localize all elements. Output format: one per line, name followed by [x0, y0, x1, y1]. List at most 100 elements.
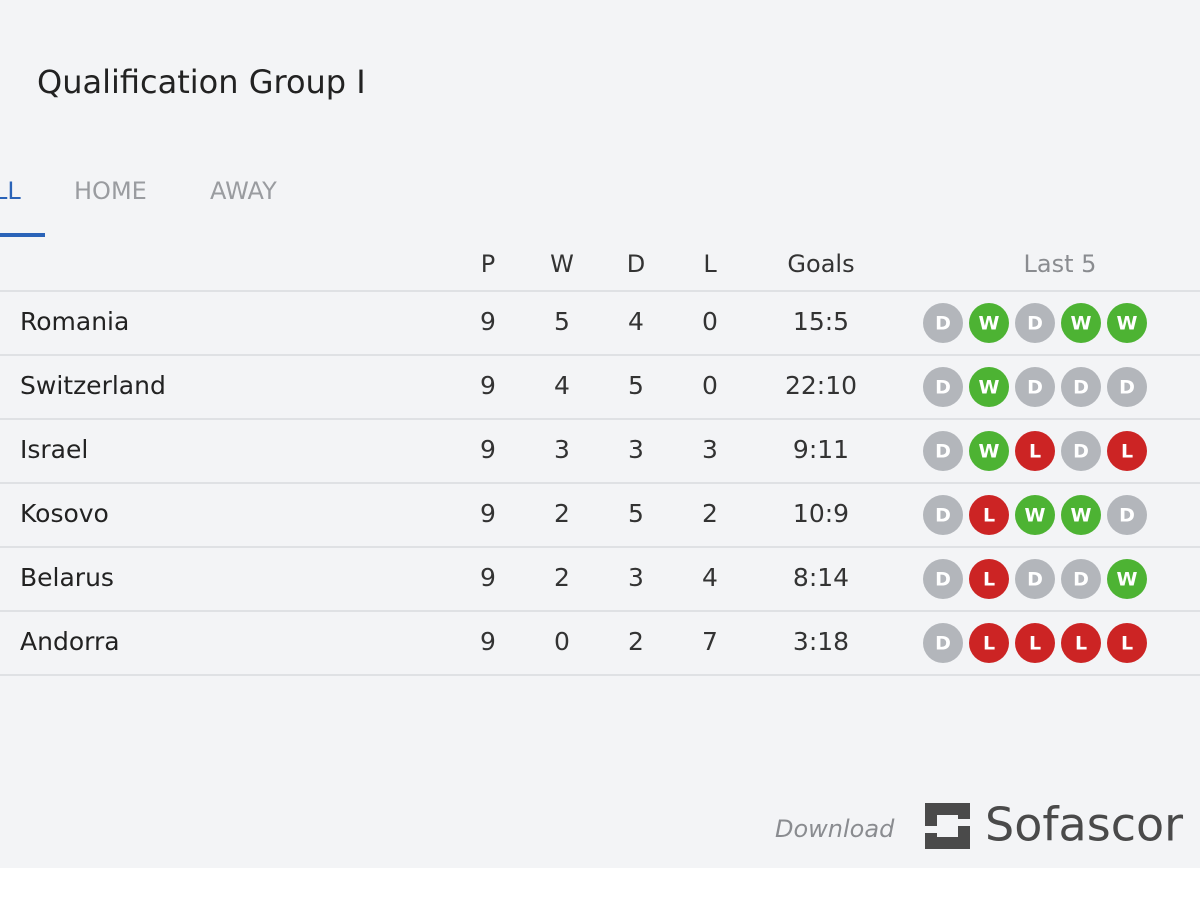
brand-logo[interactable]: Sofascor: [925, 798, 1183, 852]
form-badge: [923, 431, 963, 471]
form-letter: D: [1027, 569, 1043, 591]
form-badge: [1061, 367, 1101, 407]
stat-l: 0: [702, 371, 718, 400]
stat-p: 9: [480, 371, 496, 400]
form-letter: L: [1075, 633, 1087, 655]
form-letter: D: [1119, 505, 1135, 527]
stat-d: 3: [628, 435, 644, 464]
stat-d: 4: [628, 307, 644, 336]
form-letter: D: [935, 441, 951, 463]
stat-w: 2: [554, 499, 570, 528]
tab-away[interactable]: AWAY: [210, 177, 277, 205]
form-badge: [923, 559, 963, 599]
form-badge: [1061, 559, 1101, 599]
tab-indicator: [0, 233, 45, 237]
form-letter: W: [1071, 313, 1092, 335]
stat-goals: 3:18: [793, 627, 849, 656]
stat-w: 2: [554, 563, 570, 592]
form-badge: [923, 623, 963, 663]
form-badge: [969, 495, 1009, 535]
brand-name: Sofascor: [985, 798, 1183, 852]
form-letter: D: [1073, 377, 1089, 399]
form-letter: L: [1121, 633, 1133, 655]
stat-l: 3: [702, 435, 718, 464]
stat-p: 9: [480, 499, 496, 528]
stat-w: 0: [554, 627, 570, 656]
stat-goals: 9:11: [793, 435, 849, 464]
tab-home[interactable]: HOME: [74, 177, 147, 205]
form-badge: [1061, 431, 1101, 471]
form-badge: [1107, 367, 1147, 407]
form-letter: D: [935, 633, 951, 655]
stat-p: 9: [480, 307, 496, 336]
form-badge: [1107, 623, 1147, 663]
team-name: Switzerland: [20, 371, 166, 400]
form-letter: L: [983, 505, 995, 527]
form-letter: W: [979, 313, 1000, 335]
form-letter: W: [1071, 505, 1092, 527]
team-name: Israel: [20, 435, 88, 464]
panel: [0, 0, 1200, 868]
form-badge: [1015, 559, 1055, 599]
form-letter: W: [1025, 505, 1046, 527]
stat-w: 5: [554, 307, 570, 336]
form-letter: D: [935, 569, 951, 591]
title: Qualification Group I: [37, 63, 366, 101]
stat-w: 3: [554, 435, 570, 464]
column-header: W: [550, 250, 574, 278]
form-letter: L: [983, 633, 995, 655]
team-name: Belarus: [20, 563, 114, 592]
form-letter: D: [1073, 441, 1089, 463]
stat-goals: 8:14: [793, 563, 849, 592]
form-badge: [1015, 303, 1055, 343]
stat-l: 7: [702, 627, 718, 656]
form-letter: W: [979, 441, 1000, 463]
form-letter: L: [1029, 441, 1041, 463]
form-badge: [1015, 495, 1055, 535]
team-name: Romania: [20, 307, 129, 336]
form-badge: [969, 623, 1009, 663]
form-letter: W: [979, 377, 1000, 399]
stat-l: 2: [702, 499, 718, 528]
form-badge: [1015, 623, 1055, 663]
stat-goals: 15:5: [793, 307, 849, 336]
column-header: D: [627, 250, 645, 278]
column-header: P: [481, 250, 495, 278]
stat-p: 9: [480, 627, 496, 656]
form-badge: [1061, 495, 1101, 535]
form-badge: [923, 303, 963, 343]
form-badge: [969, 559, 1009, 599]
column-header: Goals: [787, 250, 854, 278]
form-letter: D: [935, 505, 951, 527]
column-header: L: [703, 250, 717, 278]
team-name: Andorra: [20, 627, 120, 656]
form-letter: L: [1121, 441, 1133, 463]
stat-p: 9: [480, 435, 496, 464]
form-letter: L: [1029, 633, 1041, 655]
column-header: Last 5: [1024, 250, 1097, 278]
form-badge: [1107, 303, 1147, 343]
team-name: Kosovo: [20, 499, 109, 528]
form-letter: L: [983, 569, 995, 591]
form-badge: [923, 495, 963, 535]
form-badge: [1015, 431, 1055, 471]
download-label[interactable]: Download: [775, 815, 895, 843]
stat-goals: 10:9: [793, 499, 849, 528]
stat-w: 4: [554, 371, 570, 400]
tab-all[interactable]: LL: [0, 177, 21, 205]
form-letter: D: [935, 377, 951, 399]
form-badge: [969, 367, 1009, 407]
stat-l: 4: [702, 563, 718, 592]
form-badge: [969, 431, 1009, 471]
stat-p: 9: [480, 563, 496, 592]
form-badge: [1061, 303, 1101, 343]
stat-d: 3: [628, 563, 644, 592]
form-letter: D: [935, 313, 951, 335]
stat-d: 5: [628, 371, 644, 400]
form-badge: [923, 367, 963, 407]
form-badge: [1061, 623, 1101, 663]
form-badge: [1107, 559, 1147, 599]
form-letter: W: [1117, 313, 1138, 335]
